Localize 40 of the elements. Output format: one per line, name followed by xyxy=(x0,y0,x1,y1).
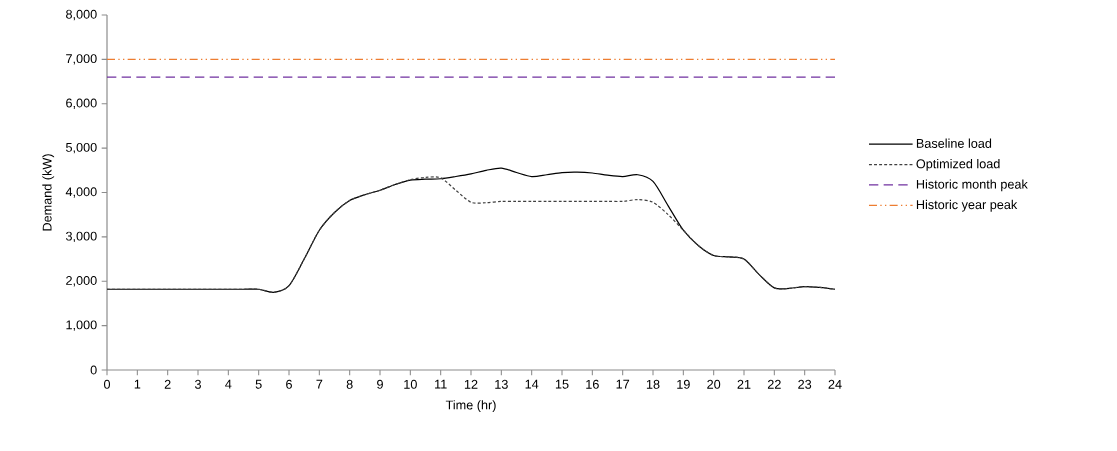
x-tick-label: 8 xyxy=(346,379,353,389)
x-tick-label: 21 xyxy=(737,379,751,389)
x-tick-label: 10 xyxy=(404,379,417,389)
x-tick-label: 11 xyxy=(435,379,447,389)
x-tick-label: 24 xyxy=(828,379,842,389)
y-axis-title: Demand (kW) xyxy=(42,154,55,231)
y-tick-label: 5,000 xyxy=(65,142,97,154)
legend-label: Baseline load xyxy=(916,138,992,148)
y-tick-label: 7,000 xyxy=(66,54,97,65)
y-tick-label: 2,000 xyxy=(66,276,97,287)
x-tick-label: 22 xyxy=(767,379,781,389)
y-tick-label: 8,000 xyxy=(66,9,97,21)
x-tick-label: 4 xyxy=(225,379,232,389)
x-tick-label: 20 xyxy=(707,379,721,389)
y-tick-label: 3,000 xyxy=(65,231,97,243)
x-tick-label: 19 xyxy=(677,379,690,389)
x-axis-title: Time (hr) xyxy=(445,400,496,412)
x-tick-label: 17 xyxy=(616,379,630,389)
x-tick-label: 15 xyxy=(555,379,569,389)
x-tick-label: 5 xyxy=(255,379,262,389)
x-tick-label: 13 xyxy=(495,379,508,389)
x-tick-label: 7 xyxy=(316,379,323,389)
x-tick-label: 0 xyxy=(103,379,111,389)
legend-label: Historic month peak xyxy=(916,179,1028,192)
legend-label: Optimized load xyxy=(916,159,1000,171)
x-tick-label: 3 xyxy=(194,379,201,389)
x-tick-label: 6 xyxy=(286,379,292,389)
y-tick-label: 0 xyxy=(90,365,97,375)
legend-label: Historic year peak xyxy=(916,199,1018,212)
x-tick-label: 12 xyxy=(464,379,478,389)
x-tick-label: 18 xyxy=(646,379,660,389)
y-tick-label: 6,000 xyxy=(66,98,97,109)
x-tick-label: 16 xyxy=(586,379,599,389)
x-tick-label: 2 xyxy=(164,379,171,389)
x-tick-label: 1 xyxy=(134,379,141,389)
x-tick-label: 14 xyxy=(525,379,539,389)
y-tick-label: 4,000 xyxy=(65,187,97,198)
x-tick-label: 9 xyxy=(377,379,383,389)
x-tick-label: 23 xyxy=(798,379,812,389)
y-tick-label: 1,000 xyxy=(66,320,97,331)
